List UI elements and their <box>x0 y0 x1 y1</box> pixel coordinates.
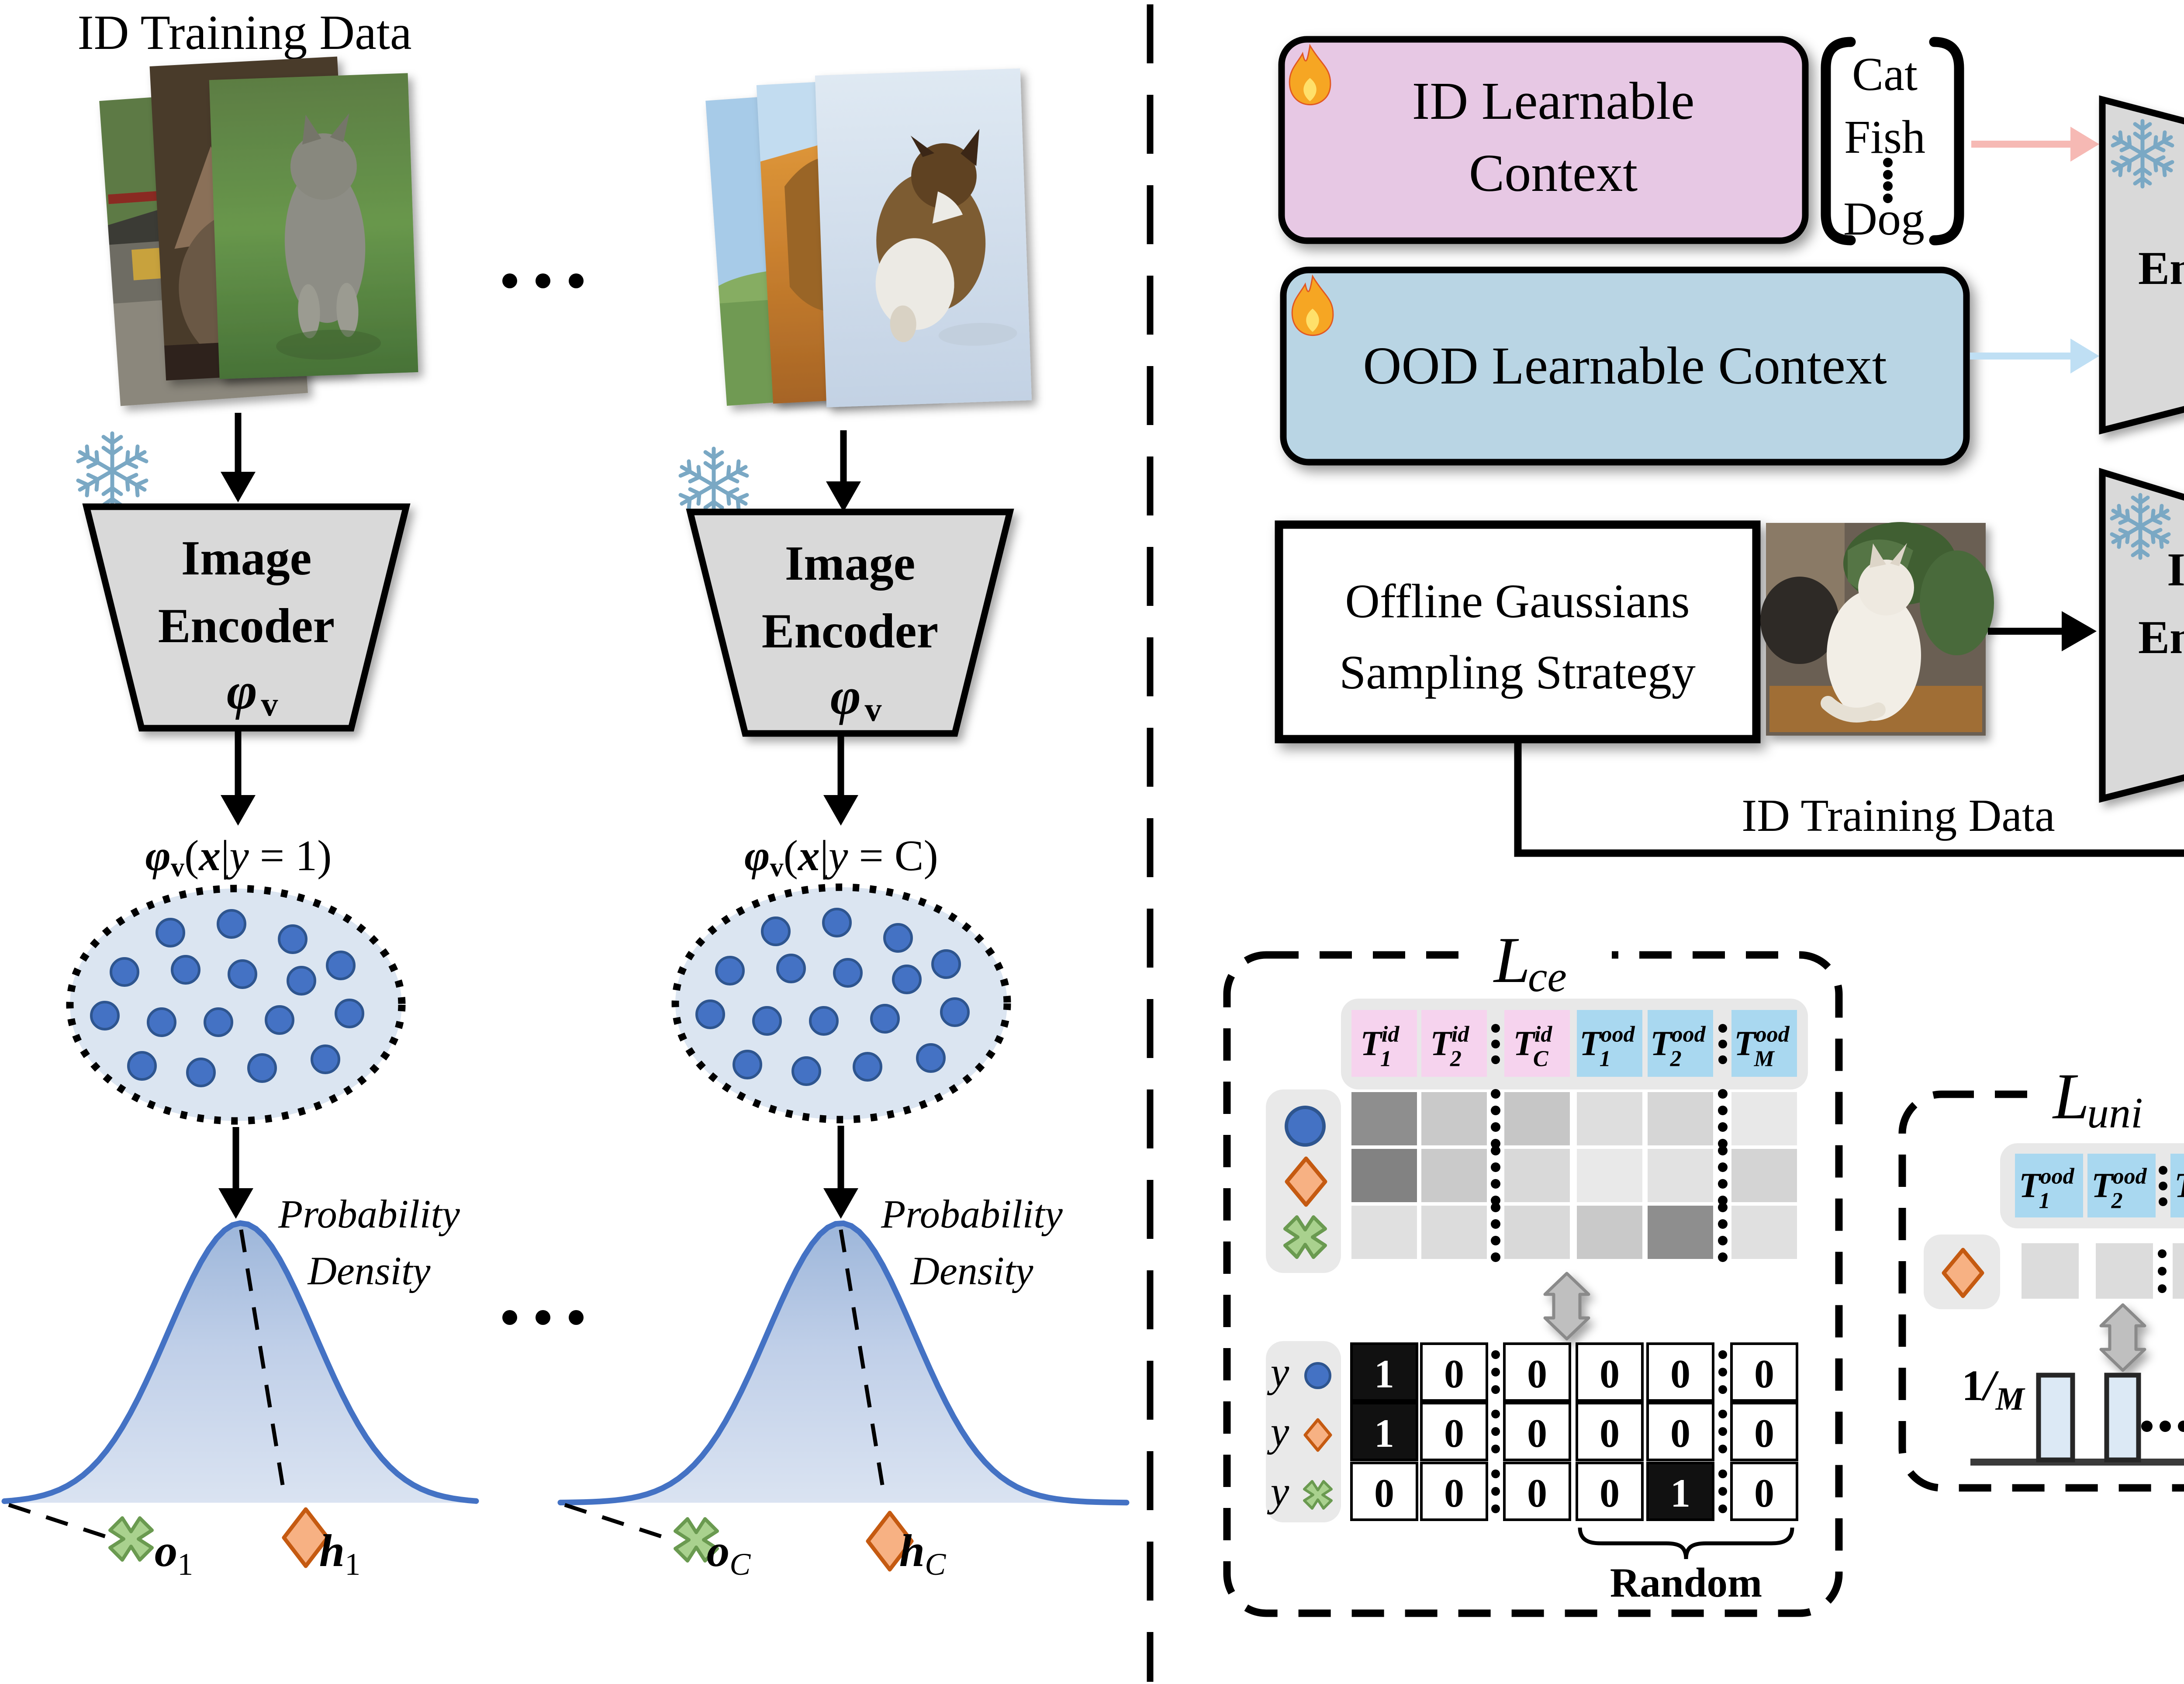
svg-text:φv(x|y = C): φv(x|y = C) <box>744 831 938 882</box>
svg-text:T: T <box>1650 1024 1673 1063</box>
svg-text:Probability: Probability <box>881 1192 1063 1236</box>
svg-text:0: 0 <box>1670 1352 1690 1396</box>
svg-text:0: 0 <box>1600 1471 1620 1515</box>
svg-text:Offline Gaussians: Offline Gaussians <box>1345 574 1690 628</box>
svg-text:Sampling Strategy: Sampling Strategy <box>1339 646 1696 699</box>
svg-text:Context: Context <box>1469 144 1638 203</box>
svg-text:ID Training Data: ID Training Data <box>1742 790 2055 841</box>
svg-text:Encoder: Encoder <box>2138 242 2184 294</box>
svg-text:0: 0 <box>1754 1352 1774 1396</box>
svg-text:h1: h1 <box>319 1525 360 1582</box>
svg-text:1: 1 <box>2039 1189 2050 1214</box>
svg-text:Encoder: Encoder <box>762 604 938 658</box>
svg-text:Cat: Cat <box>1852 48 1918 100</box>
svg-text:Density: Density <box>307 1248 430 1293</box>
svg-text:0: 0 <box>1754 1411 1774 1456</box>
svg-text:y: y <box>1267 1468 1289 1515</box>
svg-text:2: 2 <box>1670 1047 1682 1072</box>
svg-text:ID Training Data: ID Training Data <box>77 6 411 60</box>
svg-text:0: 0 <box>1444 1411 1464 1456</box>
svg-text:y: y <box>1267 1349 1289 1395</box>
svg-text:1: 1 <box>1374 1352 1394 1396</box>
svg-text:Image: Image <box>181 531 312 585</box>
svg-text:Fish: Fish <box>1844 111 1925 163</box>
svg-text:id: id <box>1451 1022 1469 1047</box>
svg-text:id: id <box>1382 1022 1400 1047</box>
svg-text:T: T <box>2019 1166 2042 1205</box>
svg-text:ood: ood <box>1672 1022 1706 1047</box>
svg-text:φv(x|y = 1): φv(x|y = 1) <box>145 831 332 882</box>
svg-text:Encoder: Encoder <box>2138 612 2184 664</box>
svg-text:1: 1 <box>1670 1471 1690 1515</box>
svg-text:0: 0 <box>1600 1352 1620 1396</box>
svg-text:oC: oC <box>707 1525 751 1582</box>
svg-text:ood: ood <box>1755 1022 1790 1047</box>
svg-text:Random: Random <box>1610 1560 1762 1606</box>
svg-text:ood: ood <box>2040 1164 2075 1189</box>
svg-text:T: T <box>1513 1024 1536 1063</box>
svg-text:T: T <box>1430 1024 1453 1063</box>
svg-text:0: 0 <box>1527 1352 1547 1396</box>
svg-text:0: 0 <box>1527 1471 1547 1515</box>
svg-text:T: T <box>2174 1166 2184 1205</box>
svg-text:Density: Density <box>909 1248 1033 1293</box>
svg-text:0: 0 <box>1527 1411 1547 1456</box>
svg-text:Encoder: Encoder <box>158 599 335 653</box>
svg-text:ce: ce <box>1528 952 1567 1001</box>
svg-text:C: C <box>1533 1047 1549 1072</box>
svg-text:v: v <box>261 685 278 723</box>
svg-text:1/M: 1/M <box>1962 1361 2025 1417</box>
svg-text:T: T <box>1360 1024 1383 1063</box>
svg-text:0: 0 <box>1444 1352 1464 1396</box>
svg-text:1: 1 <box>1374 1411 1394 1456</box>
svg-text:Dog: Dog <box>1843 193 1925 245</box>
svg-text:L: L <box>1493 924 1530 996</box>
svg-text:1: 1 <box>1600 1047 1611 1072</box>
svg-text:L: L <box>2052 1060 2089 1133</box>
svg-text:0: 0 <box>1670 1411 1690 1456</box>
svg-text:0: 0 <box>1600 1411 1620 1456</box>
svg-text:ood: ood <box>1601 1022 1635 1047</box>
svg-text:ood: ood <box>2113 1164 2147 1189</box>
svg-text:φ: φ <box>830 667 861 725</box>
svg-text:φ: φ <box>227 662 257 720</box>
svg-text:v: v <box>865 690 882 728</box>
svg-text:2: 2 <box>2111 1189 2123 1214</box>
svg-text:Probability: Probability <box>278 1192 460 1236</box>
svg-text:0: 0 <box>1754 1471 1774 1515</box>
svg-text:T: T <box>1579 1024 1602 1063</box>
svg-text:OOD Learnable Context: OOD Learnable Context <box>1363 336 1887 395</box>
svg-text:y: y <box>1267 1408 1289 1455</box>
svg-text:1: 1 <box>1380 1047 1392 1072</box>
svg-text:ID Learnable: ID Learnable <box>1412 72 1695 131</box>
svg-text:hC: hC <box>899 1525 946 1582</box>
svg-text:o1: o1 <box>155 1525 194 1582</box>
svg-text:0: 0 <box>1444 1471 1464 1515</box>
svg-text:T: T <box>2091 1166 2114 1205</box>
svg-text:uni: uni <box>2087 1089 2143 1137</box>
svg-text:Image: Image <box>785 536 916 591</box>
svg-text:2: 2 <box>1450 1047 1462 1072</box>
svg-text:M: M <box>1754 1047 1775 1072</box>
svg-text:id: id <box>1534 1022 1552 1047</box>
svg-text:0: 0 <box>1374 1471 1394 1515</box>
svg-text:Image: Image <box>2167 544 2184 596</box>
svg-text:T: T <box>1734 1024 1757 1063</box>
